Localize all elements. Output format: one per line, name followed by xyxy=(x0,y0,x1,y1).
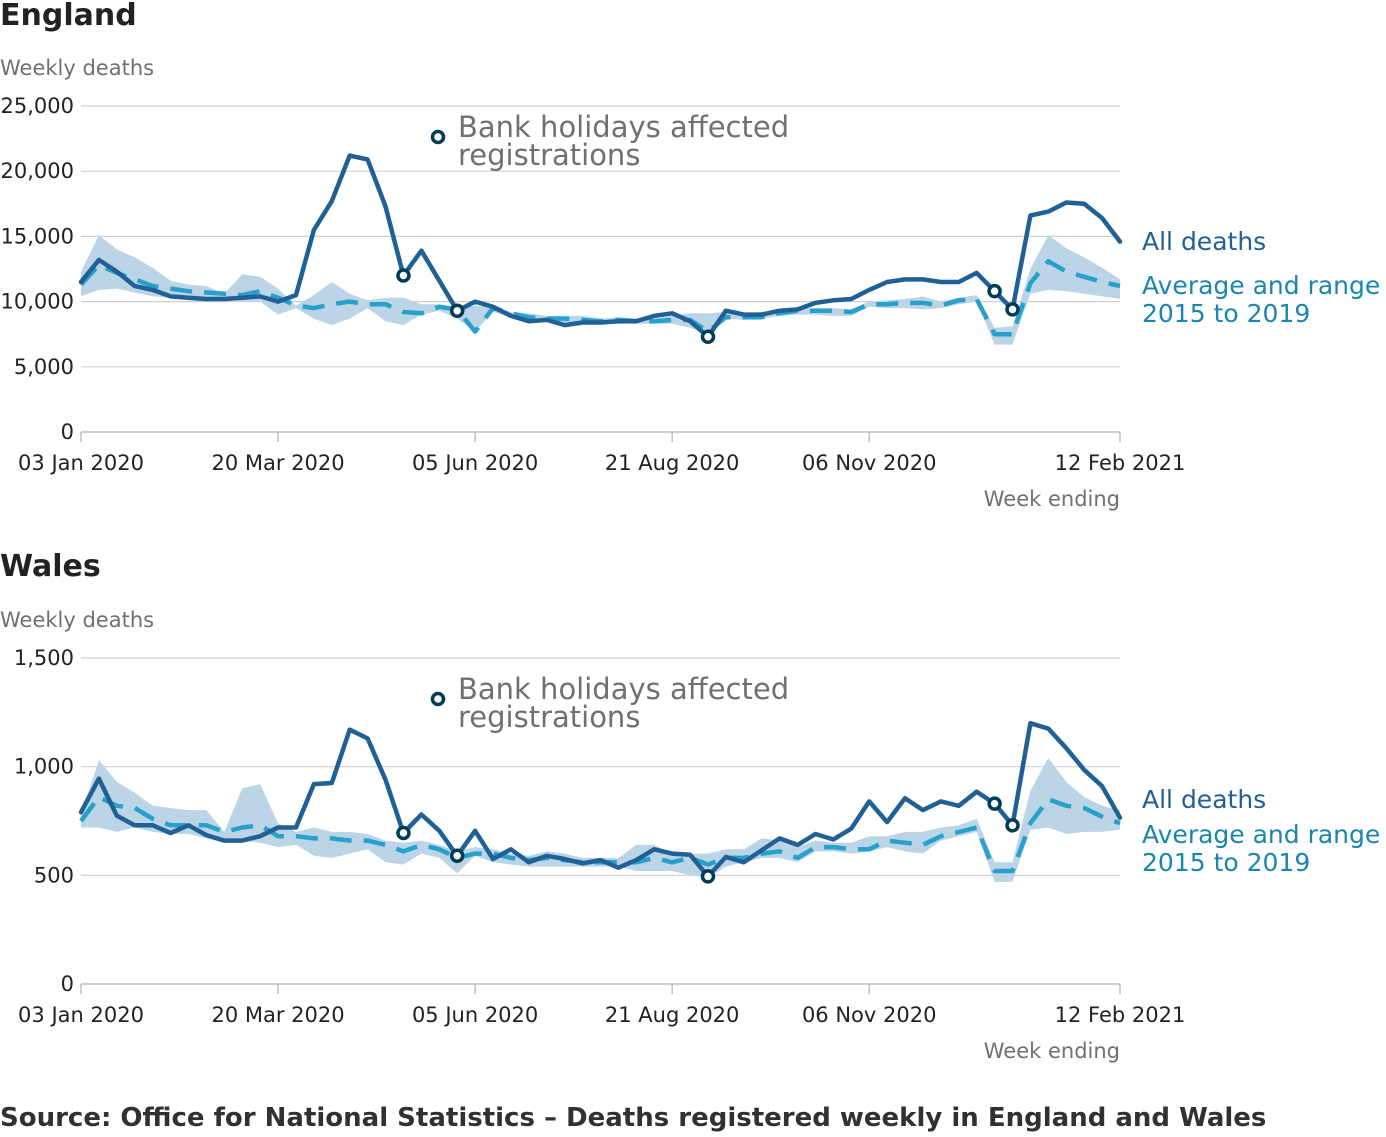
annotation-marker xyxy=(430,691,446,707)
source-note: Source: Office for National Statistics –… xyxy=(0,1103,1266,1133)
x-tick-label: 06 Nov 2020 xyxy=(802,1003,937,1027)
x-tick-label: 21 Aug 2020 xyxy=(605,1003,740,1027)
bank-holiday-marker xyxy=(396,825,411,841)
y-tick-label: 20,000 xyxy=(1,159,74,183)
bank-holiday-marker xyxy=(987,796,1002,811)
legend-average-range: 2015 to 2019 xyxy=(1142,848,1310,877)
england-panel: England Weekly deaths 0 5,000 10,000 15,000 20… xyxy=(0,0,1380,511)
bank-holiday-marker xyxy=(987,283,1002,299)
legend-all-deaths: All deaths xyxy=(1142,227,1266,256)
bank-holiday-marker xyxy=(700,869,716,884)
x-tick-label: 12 Feb 2021 xyxy=(1055,451,1186,475)
x-axis-title: Week ending xyxy=(984,1039,1120,1063)
y-tick-label: 0 xyxy=(61,420,74,444)
y-axis-title: Weekly deaths xyxy=(0,56,154,80)
x-tick-label: 20 Mar 2020 xyxy=(211,1003,344,1027)
bank-holiday-marker xyxy=(1005,302,1020,317)
y-tick-label: 10,000 xyxy=(1,290,74,314)
legend-average-range: 2015 to 2019 xyxy=(1142,299,1310,328)
annotation-text: Bank holidays affected xyxy=(458,672,789,706)
all-deaths-line xyxy=(78,153,1123,340)
y-tick-label: 500 xyxy=(34,863,74,887)
x-tick-label: 06 Nov 2020 xyxy=(802,451,937,475)
panel-title: Wales xyxy=(0,549,101,584)
bank-holiday-marker xyxy=(449,303,465,318)
x-tick-label: 05 Jun 2020 xyxy=(412,451,538,475)
x-tick-label: 03 Jan 2020 xyxy=(18,1003,144,1027)
y-tick-label: 25,000 xyxy=(1,94,74,118)
y-tick-label: 1,500 xyxy=(14,646,74,670)
legend-average-range: Average and range xyxy=(1142,820,1380,849)
bank-holiday-marker xyxy=(449,848,465,864)
panel-title: England xyxy=(0,0,137,33)
bank-holiday-marker xyxy=(396,268,411,283)
x-tick-label: 20 Mar 2020 xyxy=(211,451,344,475)
annotation-text: registrations xyxy=(458,700,640,734)
x-axis-title: Week ending xyxy=(984,487,1120,511)
legend-all-deaths: All deaths xyxy=(1142,785,1266,814)
y-tick-label: 0 xyxy=(61,972,74,996)
y-tick-label: 5,000 xyxy=(14,355,74,379)
bank-holiday-marker xyxy=(700,329,716,345)
y-tick-label: 1,000 xyxy=(14,755,74,779)
x-tick-label: 21 Aug 2020 xyxy=(605,451,740,475)
bank-holiday-marker xyxy=(1005,818,1020,833)
y-axis-title: Weekly deaths xyxy=(0,608,154,632)
y-tick-label: 15,000 xyxy=(1,224,74,248)
annotation-text: Bank holidays affected xyxy=(458,110,789,144)
range-area-2015-2019 xyxy=(81,235,1120,345)
x-tick-label: 12 Feb 2021 xyxy=(1055,1003,1186,1027)
x-tick-label: 03 Jan 2020 xyxy=(18,451,144,475)
annotation-text: registrations xyxy=(458,138,640,172)
wales-panel: Wales Weekly deaths 0 500 1,000 1,500 03 Jan 2… xyxy=(0,549,1380,1063)
annotation-marker xyxy=(430,129,446,145)
all-deaths-line xyxy=(78,720,1123,879)
legend-average-range: Average and range xyxy=(1142,271,1380,300)
x-tick-label: 05 Jun 2020 xyxy=(412,1003,538,1027)
